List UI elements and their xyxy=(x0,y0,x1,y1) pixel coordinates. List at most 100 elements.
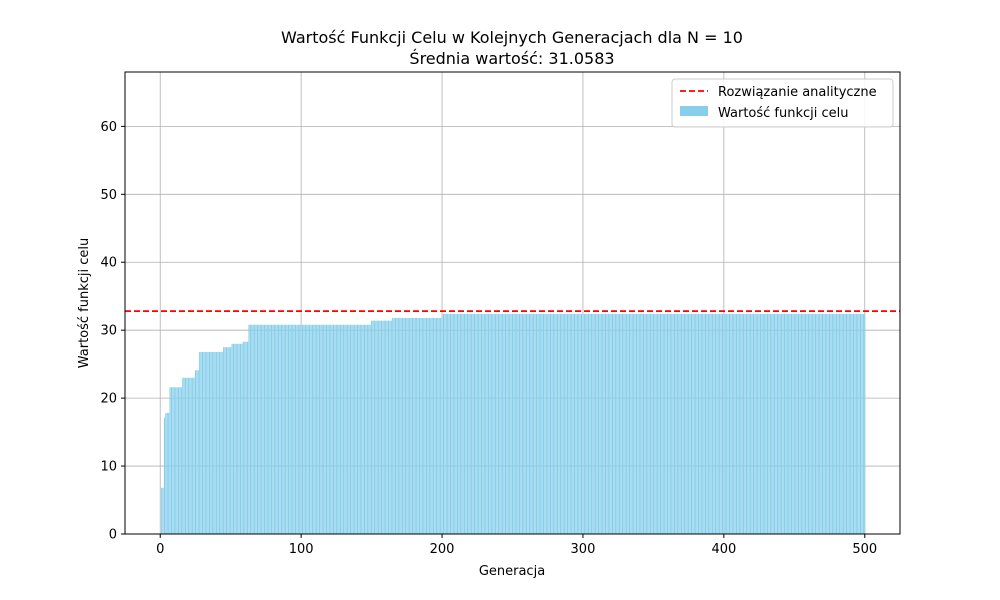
bar xyxy=(686,313,688,534)
bar xyxy=(733,313,735,534)
bar xyxy=(447,313,449,534)
bar xyxy=(589,313,591,534)
bar xyxy=(542,313,545,534)
bar xyxy=(483,313,485,534)
bar xyxy=(549,313,552,534)
x-tick-label: 200 xyxy=(430,542,455,557)
bar xyxy=(234,343,236,534)
bar xyxy=(702,313,704,534)
bar xyxy=(455,313,457,534)
bar xyxy=(762,313,764,534)
bar xyxy=(805,313,807,534)
bar xyxy=(541,313,543,534)
bar xyxy=(597,313,600,534)
bar xyxy=(555,313,557,534)
bar xyxy=(640,313,642,534)
bar xyxy=(289,324,291,534)
bar xyxy=(499,313,501,534)
y-tick-label: 50 xyxy=(100,188,117,203)
bar xyxy=(713,313,715,534)
bar xyxy=(290,324,292,534)
bar xyxy=(211,351,213,534)
bar xyxy=(743,313,745,534)
bar xyxy=(593,313,595,534)
bar xyxy=(634,313,636,534)
bar xyxy=(812,313,814,534)
bar xyxy=(782,313,784,534)
bar xyxy=(728,313,731,534)
bar xyxy=(559,313,561,534)
bar xyxy=(176,387,178,534)
bar xyxy=(340,324,342,534)
bar xyxy=(682,313,684,534)
bar xyxy=(642,313,645,534)
bar xyxy=(227,347,229,534)
bar xyxy=(428,317,430,534)
bar xyxy=(249,324,251,534)
bar xyxy=(685,313,687,534)
bar xyxy=(527,313,529,534)
bar xyxy=(585,313,587,534)
x-axis-label: Generacja xyxy=(479,564,545,579)
bar xyxy=(504,313,507,534)
bar xyxy=(276,324,278,534)
bar xyxy=(696,313,698,534)
bar xyxy=(740,313,742,534)
bar xyxy=(285,324,287,534)
bar xyxy=(437,317,439,534)
bar xyxy=(216,351,218,534)
bar xyxy=(417,317,419,534)
bar xyxy=(566,313,569,534)
bar xyxy=(468,313,470,534)
bar xyxy=(838,313,840,534)
bars xyxy=(161,313,866,534)
bar xyxy=(180,387,182,534)
bar xyxy=(792,313,794,534)
bar xyxy=(476,313,478,534)
bar xyxy=(631,313,633,534)
bar xyxy=(358,324,360,534)
bar xyxy=(582,313,584,534)
bar xyxy=(596,313,598,534)
bar xyxy=(335,324,337,534)
legend-bar-swatch xyxy=(680,106,708,116)
bar xyxy=(847,313,849,534)
bar xyxy=(416,317,418,534)
bar xyxy=(478,313,480,534)
bar xyxy=(850,313,852,534)
bar xyxy=(420,317,422,534)
bar xyxy=(169,387,171,534)
bar xyxy=(423,317,425,534)
bar xyxy=(766,313,769,534)
x-tick-label: 0 xyxy=(156,542,164,557)
bar xyxy=(434,317,436,534)
bar xyxy=(511,313,514,534)
bar xyxy=(497,313,499,534)
x-tick-label: 500 xyxy=(852,542,877,557)
bar xyxy=(703,313,705,534)
bar xyxy=(165,413,167,534)
bar xyxy=(662,313,664,534)
bar xyxy=(458,313,460,534)
bar xyxy=(393,317,395,534)
bar xyxy=(786,313,788,534)
bar xyxy=(765,313,767,534)
bar xyxy=(207,351,209,534)
bar xyxy=(355,324,357,534)
bar xyxy=(383,320,385,534)
bar xyxy=(554,313,556,534)
bar xyxy=(262,324,264,534)
bar xyxy=(242,341,244,534)
bar xyxy=(197,370,199,534)
bar xyxy=(848,313,850,534)
bar xyxy=(485,313,487,534)
bar xyxy=(633,313,635,534)
bar xyxy=(185,377,187,534)
y-tick-label: 20 xyxy=(100,392,117,407)
bar xyxy=(659,313,662,534)
bar xyxy=(783,313,786,534)
bar xyxy=(692,313,694,534)
bar xyxy=(279,324,281,534)
bar xyxy=(321,324,323,534)
bar xyxy=(173,387,175,534)
